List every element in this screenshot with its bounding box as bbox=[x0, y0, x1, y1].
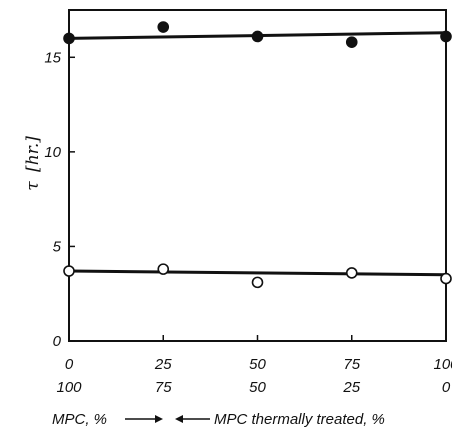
filled-point bbox=[63, 32, 75, 45]
x-axis-label-left: MPC, % bbox=[52, 411, 107, 428]
x-tick-label-bottom: 25 bbox=[342, 379, 360, 396]
filled-point bbox=[251, 30, 264, 43]
open-point bbox=[63, 265, 75, 277]
open-point bbox=[157, 263, 170, 275]
arrow-right-icon bbox=[125, 415, 163, 423]
open-point bbox=[440, 272, 452, 285]
x-ticks: 0 100 25 75 50 50 75 25 100 0 bbox=[56, 335, 452, 396]
y-tick-label: 10 bbox=[44, 144, 61, 161]
plot-frame bbox=[68, 9, 447, 342]
x-tick-label-bottom: 75 bbox=[155, 379, 172, 396]
y-ticks: 0 5 10 15 bbox=[44, 49, 75, 350]
y-tick-label: 5 bbox=[53, 238, 62, 255]
x-tick-label-top: 0 bbox=[65, 356, 74, 373]
open-point bbox=[251, 276, 264, 289]
x-tick-label-bottom: 0 bbox=[442, 379, 451, 396]
y-axis-unit: [hr.] bbox=[23, 136, 43, 172]
y-tick-label: 0 bbox=[53, 333, 62, 350]
fit-line bbox=[68, 269, 447, 277]
x-axis-label-right: MPC thermally treated, % bbox=[214, 411, 385, 428]
y-tick-label: 15 bbox=[44, 49, 61, 66]
y-axis-symbol: τ bbox=[23, 181, 43, 191]
fit-lines bbox=[68, 31, 447, 277]
x-tick-label-top: 50 bbox=[249, 356, 266, 373]
data-points bbox=[63, 21, 452, 289]
x-tick-label-top: 100 bbox=[433, 356, 452, 373]
filled-point bbox=[157, 21, 170, 33]
filled-point bbox=[345, 36, 358, 48]
open-point bbox=[345, 267, 358, 279]
x-tick-label-bottom: 50 bbox=[249, 379, 266, 396]
filled-point bbox=[440, 30, 452, 43]
x-tick-label-top: 25 bbox=[154, 356, 172, 373]
arrow-left-icon bbox=[175, 415, 210, 423]
x-tick-label-bottom: 100 bbox=[56, 379, 82, 396]
x-tick-label-top: 75 bbox=[343, 356, 360, 373]
